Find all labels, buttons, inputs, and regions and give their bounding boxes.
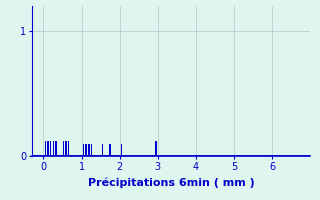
Bar xyxy=(65,141,67,156)
Bar xyxy=(62,141,64,156)
Bar xyxy=(83,144,84,156)
Bar xyxy=(91,144,92,156)
Bar xyxy=(55,141,57,156)
Bar xyxy=(121,144,122,156)
Bar xyxy=(44,141,46,156)
Bar xyxy=(88,144,90,156)
Bar xyxy=(50,141,52,156)
Bar xyxy=(52,141,54,156)
X-axis label: Précipitations 6min ( mm ): Précipitations 6min ( mm ) xyxy=(88,177,255,188)
Bar xyxy=(68,141,69,156)
Bar xyxy=(47,141,49,156)
Bar xyxy=(109,144,111,156)
Bar xyxy=(155,141,157,156)
Bar xyxy=(85,144,87,156)
Bar xyxy=(102,144,103,156)
